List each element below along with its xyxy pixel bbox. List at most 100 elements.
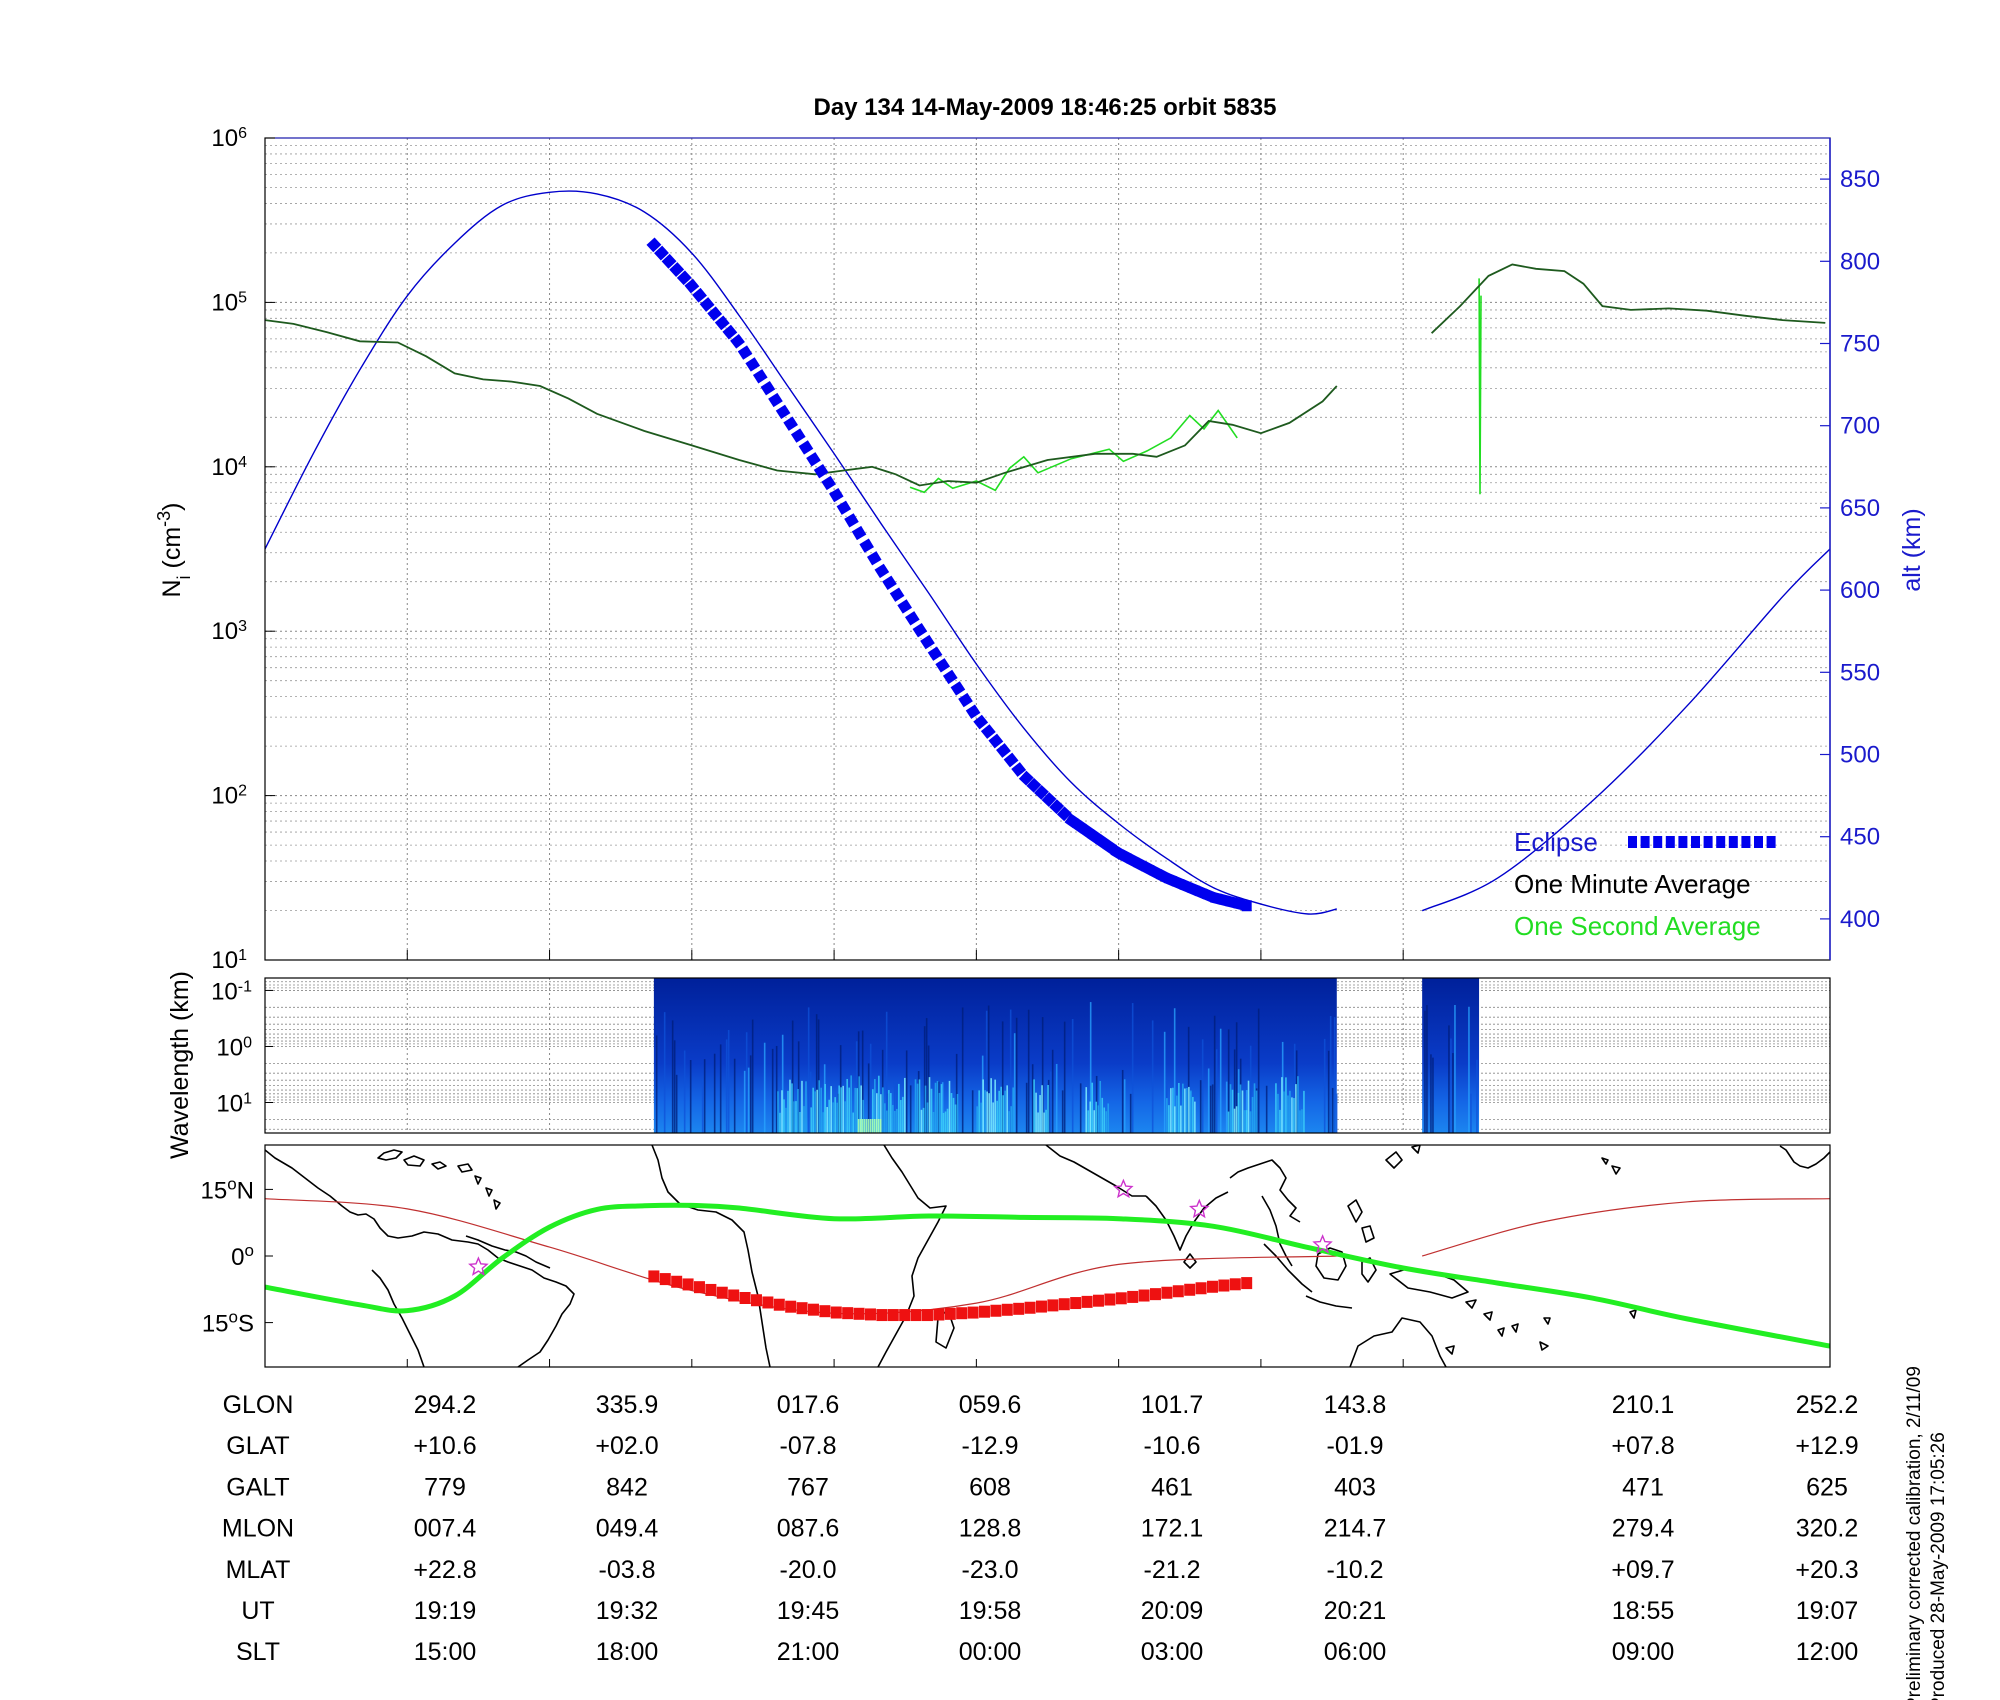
spectrogram-streak <box>663 1012 666 1133</box>
eclipse-marker <box>684 278 700 294</box>
spectrogram-y-ticks: 10-1 100 101 <box>211 978 273 1118</box>
spectrogram-streak <box>749 1055 752 1133</box>
spectrogram-streak <box>855 1041 858 1133</box>
one-second-line <box>1478 278 1482 495</box>
spectrogram-streak <box>987 1005 990 1133</box>
star-marker <box>1188 1198 1210 1219</box>
spectrogram-burst <box>1239 1084 1242 1133</box>
spectrogram-peak <box>869 1119 872 1133</box>
eclipse-marker <box>927 646 943 661</box>
legend-one-second-label: One Second Average <box>1514 911 1761 941</box>
footprint-eclipse-marker <box>693 1281 705 1294</box>
eclipse-marker <box>897 599 913 614</box>
spectrogram-burst <box>936 1081 939 1133</box>
table-cell: 608 <box>969 1473 1011 1501</box>
y2-tick-label: 400 <box>1840 906 1880 933</box>
spectrogram-streak <box>937 1081 940 1133</box>
spectrogram-burst <box>803 1106 805 1133</box>
chart-title: Day 134 14-May-2009 18:46:25 orbit 5835 <box>814 94 1277 121</box>
spectrogram-burst <box>946 1108 949 1133</box>
spectrogram-burst <box>1176 1095 1178 1133</box>
spectrogram-burst <box>1168 1105 1170 1133</box>
spectrogram-streak <box>1213 1015 1216 1133</box>
spectrogram-burst <box>777 1091 779 1133</box>
footprint-eclipse-marker <box>853 1307 865 1320</box>
spectrogram-burst <box>1008 1111 1010 1133</box>
spectrogram-streak <box>1211 1084 1214 1133</box>
eclipse-marker <box>775 404 791 420</box>
footprint-eclipse-marker <box>956 1307 968 1320</box>
footprint-eclipse-marker <box>1081 1295 1093 1308</box>
spectrogram-burst <box>797 1089 799 1133</box>
spectrogram-streak <box>1265 1085 1268 1133</box>
table-row-label: UT <box>241 1597 274 1625</box>
table-cell: 461 <box>1151 1473 1193 1501</box>
eclipse-marker <box>836 500 852 515</box>
spectrogram-streak <box>895 1082 898 1133</box>
table-cell: 12:00 <box>1796 1638 1859 1666</box>
footprint-eclipse-marker <box>1070 1297 1082 1310</box>
table-cell: 471 <box>1622 1473 1664 1501</box>
table-cell: 03:00 <box>1141 1638 1204 1666</box>
eclipse-marker <box>988 733 1004 749</box>
spectrogram-burst <box>956 1093 959 1133</box>
spectrogram-burst <box>791 1083 793 1133</box>
spectrogram-burst <box>1233 1108 1236 1133</box>
spectrogram-streak <box>961 1007 964 1133</box>
legend-eclipse-label: Eclipse <box>1514 827 1598 857</box>
spectrogram-burst <box>928 1077 931 1133</box>
table-cell: 017.6 <box>777 1391 840 1419</box>
altitude-line <box>1421 548 1830 912</box>
spectrogram-streak <box>1031 1064 1034 1133</box>
table-cell: 172.1 <box>1141 1515 1204 1543</box>
spectrogram-burst <box>856 1088 858 1133</box>
spectrogram-burst <box>1089 1101 1092 1133</box>
footprint-eclipse-marker <box>739 1291 751 1304</box>
spectrogram-burst <box>1235 1106 1238 1133</box>
spectrogram-burst <box>932 1111 935 1133</box>
spectrogram-burst <box>844 1101 846 1133</box>
footprint-eclipse-marker <box>762 1296 774 1309</box>
eclipse-marker <box>676 270 692 286</box>
eclipse-marker <box>806 452 821 467</box>
eclipse-marker <box>1087 829 1102 844</box>
eclipse-marker <box>920 634 935 650</box>
density-series <box>265 190 1830 915</box>
spectrogram-streak <box>1215 1049 1218 1133</box>
spectrogram-streak <box>751 1019 754 1133</box>
footprint-eclipse-marker <box>842 1307 854 1320</box>
spectrogram-burst <box>904 1077 906 1133</box>
footprint-eclipse-marker <box>1035 1300 1047 1313</box>
spectrogram-burst <box>1291 1097 1293 1133</box>
footer-line1: Preliminary corrected calibration, 2/11/… <box>1904 1366 1925 1700</box>
spectrogram-burst <box>1178 1082 1180 1133</box>
table-cell: 19:58 <box>959 1597 1022 1625</box>
spectrogram-burst <box>1043 1112 1045 1133</box>
spectrogram-streak <box>1009 1009 1012 1133</box>
footprint-eclipse-marker <box>1172 1285 1184 1298</box>
eclipse-marker <box>1026 777 1042 793</box>
eclipse-marker <box>813 463 829 479</box>
eclipse-marker <box>889 587 905 602</box>
spectrogram-streak <box>861 1030 864 1133</box>
table-cell: 19:19 <box>414 1597 477 1625</box>
footprint-eclipse-marker <box>705 1283 717 1296</box>
spectrogram-burst <box>1002 1095 1004 1133</box>
footprint-eclipse-marker <box>944 1307 956 1320</box>
spectrogram-peak <box>879 1119 882 1133</box>
spectrogram-burst <box>1000 1086 1002 1133</box>
table-cell: -10.6 <box>1144 1432 1201 1460</box>
density-grid <box>265 138 1830 960</box>
spectrogram-burst <box>822 1112 824 1133</box>
spectrogram-streak <box>1163 1031 1166 1133</box>
spectrogram-burst <box>1283 1091 1285 1133</box>
eclipse-marker <box>942 669 958 685</box>
spectrogram-streak <box>1207 1068 1210 1133</box>
spectrogram-peak <box>859 1119 862 1133</box>
spectrogram-burst <box>994 1079 996 1133</box>
spectrogram-streak <box>1233 1049 1236 1133</box>
spectrogram-burst <box>1182 1083 1184 1133</box>
spectrogram-burst <box>1237 1092 1240 1133</box>
table-cell: +07.8 <box>1611 1432 1674 1460</box>
